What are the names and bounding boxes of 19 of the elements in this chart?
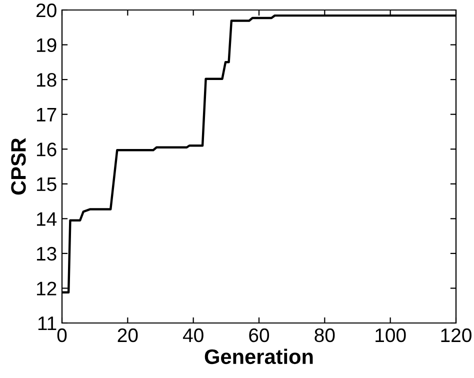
y-tick-label: 11 xyxy=(38,316,56,330)
x-tick-label: 40 xyxy=(182,328,204,342)
x-tick-label: 60 xyxy=(249,328,270,342)
y-tick-label: 13 xyxy=(36,246,56,261)
y-tick-label: 20 xyxy=(36,3,56,18)
x-tick-label: 100 xyxy=(376,328,406,342)
y-tick-label: 12 xyxy=(36,282,56,296)
x-tick-label: 0 xyxy=(57,328,67,342)
x-axis-title: Generation xyxy=(204,348,313,364)
x-tick-label: 20 xyxy=(118,328,138,342)
y-tick-label: 16 xyxy=(36,142,56,156)
x-tick-label: 80 xyxy=(314,328,335,342)
y-tick-label: 17 xyxy=(36,108,56,122)
y-tick-label: 18 xyxy=(36,73,56,87)
x-tick-label: 120 xyxy=(441,328,472,342)
y-tick-label: 15 xyxy=(36,178,56,192)
y-tick-label: 19 xyxy=(36,38,56,52)
y-axis-title: CPSR xyxy=(11,138,26,195)
y-tick-label: 14 xyxy=(36,212,57,226)
